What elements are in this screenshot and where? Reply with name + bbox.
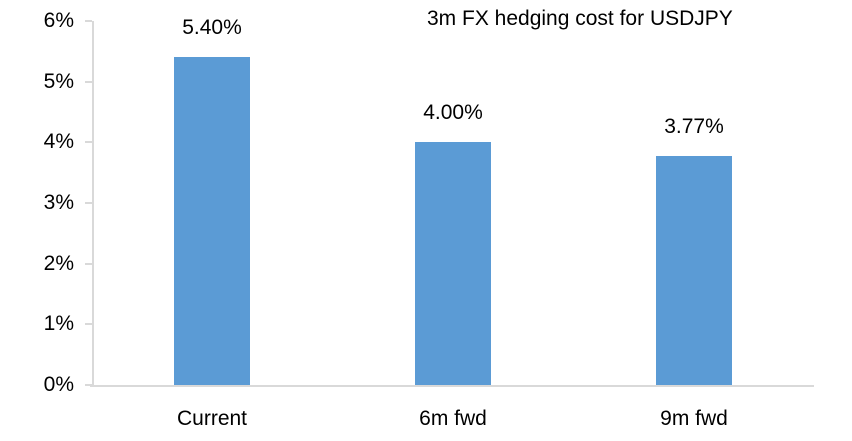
y-tick-mark	[85, 202, 92, 204]
y-tick-mark	[85, 141, 92, 144]
chart-title: 3m FX hedging cost for USDJPY	[427, 7, 733, 30]
y-axis-line	[92, 21, 94, 387]
bar-6m-fwd	[415, 142, 491, 385]
y-tick-mark	[85, 20, 92, 22]
data-label: 4.00%	[423, 101, 483, 124]
y-tick-label: 4%	[43, 130, 74, 154]
y-tick-label: 3%	[43, 191, 74, 214]
y-tick-label: 2%	[43, 251, 74, 275]
bar-9m-fwd	[656, 156, 732, 385]
data-label: 5.40%	[182, 16, 242, 39]
y-tick-label: 0%	[43, 373, 74, 396]
y-tick-mark	[85, 80, 92, 83]
y-tick-label: 1%	[43, 312, 74, 336]
x-category-label: Current	[176, 407, 248, 430]
x-axis-line	[90, 385, 814, 387]
y-tick-mark	[85, 323, 92, 326]
y-tick-mark	[85, 262, 92, 265]
x-category-label: 6m fwd	[419, 407, 487, 430]
y-tick-mark	[85, 384, 92, 386]
y-tick-label: 5%	[43, 69, 74, 93]
x-category-label: 9m fwd	[660, 407, 728, 430]
y-tick-label: 6%	[43, 9, 74, 32]
bar-current	[174, 57, 250, 385]
data-label: 3.77%	[664, 115, 724, 138]
